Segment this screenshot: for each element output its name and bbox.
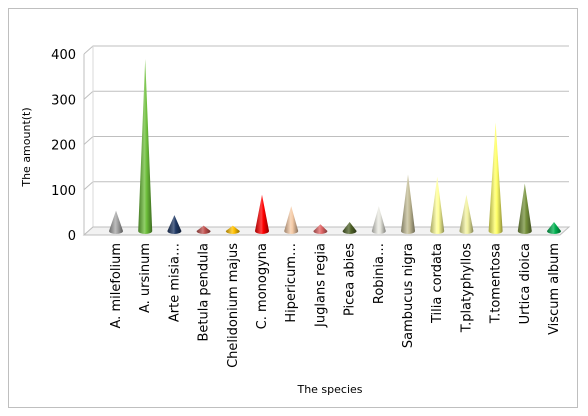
x-tick-label: C. monogyna: [255, 243, 270, 329]
bar-cone: [167, 215, 182, 234]
x-tick-label: Arte misia…: [167, 243, 182, 322]
x-tick-label: T.tomentosa: [489, 243, 504, 324]
y-tick-labels: 0 100 200 300 400: [51, 48, 76, 244]
bar-cone: [488, 122, 503, 234]
x-tick-label: Robinia…: [372, 243, 387, 304]
bar-cone: [547, 221, 561, 234]
y-tick-label: 0: [68, 229, 76, 244]
x-tick-label: Juglans regia: [313, 243, 328, 328]
bar-cone: [109, 210, 123, 234]
y-tick-label: 200: [51, 139, 76, 154]
bar-cone: [459, 194, 474, 234]
bar-layer: [109, 59, 561, 234]
x-tick-label: Urtica dioica: [518, 243, 533, 324]
gridline: [83, 90, 569, 100]
x-tick-label: Chelidonium majus: [226, 243, 241, 368]
x-tick-labels: A. milefolium A. ursinum Arte misia… Betula…: [109, 243, 562, 368]
x-tick-label: A. milefolium: [109, 243, 124, 328]
bar-cone: [517, 183, 532, 234]
x-tick-label: Hipericum…: [284, 243, 299, 323]
x-tick-label: Picea abies: [343, 243, 358, 316]
y-tick-label: 100: [51, 184, 76, 199]
y-tick-label: 400: [51, 48, 76, 63]
bar-cone: [371, 206, 386, 234]
y-axis-title: The amount(t): [20, 107, 33, 187]
bar-cone: [401, 174, 415, 234]
bar-cone: [225, 225, 240, 234]
bar-cone: [342, 221, 357, 234]
bar-cone: [284, 206, 299, 234]
x-tick-label: Sambucus nigra: [401, 243, 416, 348]
chart-svg: 0 100 200 300 400 A. milefolium A. ursinum Art…: [20, 45, 571, 396]
x-tick-label: A. ursinum: [138, 243, 153, 313]
bar-cone: [138, 59, 153, 234]
x-tick-label: Betula pendula: [197, 243, 212, 342]
bar-cone: [196, 225, 211, 234]
bar-cone: [430, 176, 445, 234]
gridline: [83, 45, 569, 55]
bar-cone: [313, 224, 328, 234]
x-tick-label: Viscum album: [547, 243, 562, 335]
x-axis-title: The species: [296, 383, 362, 396]
chart-frame: 0 100 200 300 400 A. milefolium A. ursinum Art…: [8, 8, 578, 408]
x-tick-label: Tilia cordata: [430, 243, 445, 324]
x-tick-label: T.platyphyllos: [459, 243, 474, 334]
bar-cone: [255, 194, 269, 234]
y-tick-label: 300: [51, 93, 76, 108]
